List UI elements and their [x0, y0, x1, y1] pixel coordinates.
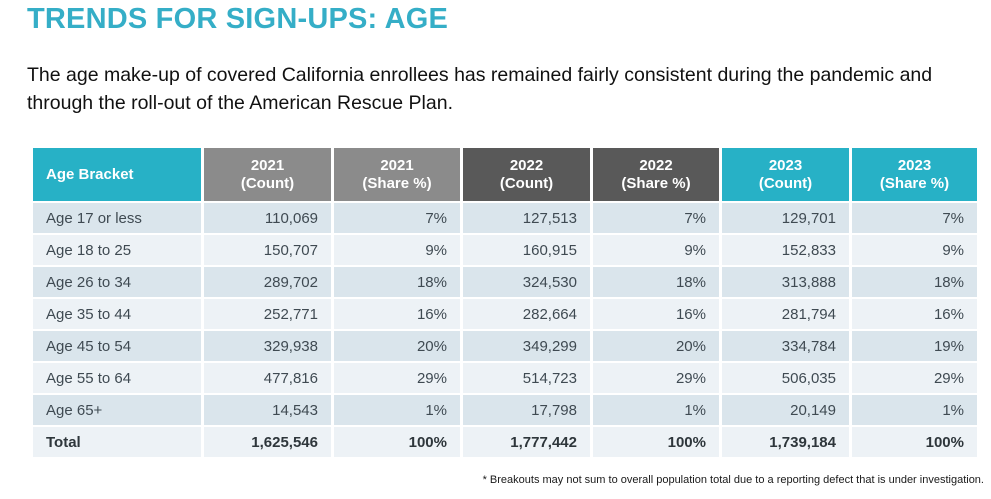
column-header-line: (Count) — [240, 174, 295, 192]
column-header-line: (Count) — [758, 174, 813, 192]
value-cell: 324,530 — [463, 267, 590, 297]
age-bracket-cell: Age 45 to 54 — [33, 331, 201, 361]
column-header: 2022 (Count) — [463, 148, 590, 201]
value-cell: 1,777,442 — [463, 427, 590, 457]
column-header-line: 2023 — [897, 156, 932, 174]
value-cell: 16% — [593, 299, 719, 329]
table-row: Age 17 or less 110,069 7% 127,513 7% 129,701 7… — [33, 203, 977, 233]
column-header-line: (Share %) — [362, 174, 432, 192]
value-cell: 160,915 — [463, 235, 590, 265]
value-cell: 100% — [593, 427, 719, 457]
value-cell: 129,701 — [722, 203, 849, 233]
column-header: 2023 (Count) — [722, 148, 849, 201]
table-row: Age 26 to 34 289,702 18% 324,530 18% 313,888 1… — [33, 267, 977, 297]
value-cell: 7% — [852, 203, 977, 233]
footnote: * Breakouts may not sum to overall popul… — [482, 474, 984, 486]
column-header-line: (Count) — [499, 174, 554, 192]
value-cell: 20% — [334, 331, 460, 361]
column-header-line: 2022 — [509, 156, 544, 174]
value-cell: 16% — [334, 299, 460, 329]
age-trends-table: Age Bracket 2021 (Count) 2021 (Share %) 2022(… — [30, 146, 980, 459]
column-header-line: (Share %) — [879, 174, 950, 192]
column-header-line: 2021 — [250, 156, 285, 174]
column-header-line: 2023 — [768, 156, 803, 174]
value-cell: 29% — [334, 363, 460, 393]
value-cell: 281,794 — [722, 299, 849, 329]
value-cell: 14,543 — [204, 395, 331, 425]
value-cell: 17,798 — [463, 395, 590, 425]
value-cell: 20% — [593, 331, 719, 361]
column-header: 2022 (Share %) — [593, 148, 719, 201]
column-header-line: Age Bracket — [46, 165, 134, 183]
column-header: Age Bracket — [33, 148, 201, 201]
age-bracket-cell: Total — [33, 427, 201, 457]
column-header-line: 2022 — [639, 156, 673, 174]
value-cell: 19% — [852, 331, 977, 361]
value-cell: 252,771 — [204, 299, 331, 329]
column-header: 2021 (Share %) — [334, 148, 460, 201]
table-row: Age 55 to 64 477,816 29% 514,723 29% 506,035 2… — [33, 363, 977, 393]
value-cell: 29% — [593, 363, 719, 393]
column-header: 2021 (Count) — [204, 148, 331, 201]
value-cell: 1,625,546 — [204, 427, 331, 457]
value-cell: 514,723 — [463, 363, 590, 393]
value-cell: 506,035 — [722, 363, 849, 393]
age-bracket-cell: Age 55 to 64 — [33, 363, 201, 393]
value-cell: 18% — [334, 267, 460, 297]
value-cell: 100% — [852, 427, 977, 457]
value-cell: 110,069 — [204, 203, 331, 233]
value-cell: 1% — [852, 395, 977, 425]
age-bracket-cell: Age 26 to 34 — [33, 267, 201, 297]
value-cell: 1% — [334, 395, 460, 425]
header-row: Age Bracket 2021 (Count) 2021 (Share %) 2022(… — [33, 148, 977, 201]
value-cell: 477,816 — [204, 363, 331, 393]
value-cell: 7% — [334, 203, 460, 233]
total-row: Total 1,625,546 100% 1,777,442 100% 1,739,184… — [33, 427, 977, 457]
subtitle-line-2: pandemic and through the roll-out of the… — [27, 64, 933, 114]
value-cell: 289,702 — [204, 267, 331, 297]
value-cell: 127,513 — [463, 203, 590, 233]
value-cell: 9% — [593, 235, 719, 265]
age-bracket-cell: Age 35 to 44 — [33, 299, 201, 329]
table-row: Age 65+ 14,543 1% 17,798 1% 20,149 1% — [33, 395, 977, 425]
value-cell: 16% — [852, 299, 977, 329]
value-cell: 18% — [593, 267, 719, 297]
value-cell: 20,149 — [722, 395, 849, 425]
table-row: Age 45 to 54 329,938 20% 349,299 20% 334,784 1… — [33, 331, 977, 361]
value-cell: 334,784 — [722, 331, 849, 361]
value-cell: 100% — [334, 427, 460, 457]
subtitle-line-1: The age make-up of covered California en… — [27, 64, 805, 86]
column-header-line: (Share %) — [621, 174, 691, 192]
page-title: TRENDS FOR SIGN-UPS: AGE — [27, 3, 449, 35]
value-cell: 1% — [593, 395, 719, 425]
value-cell: 7% — [593, 203, 719, 233]
value-cell: 152,833 — [722, 235, 849, 265]
table-row: Age 35 to 44 252,771 16% 282,664 16% 281,794 1… — [33, 299, 977, 329]
value-cell: 349,299 — [463, 331, 590, 361]
table-header: Age Bracket 2021 (Count) 2021 (Share %) 2022(… — [33, 148, 977, 201]
table-body: Age 17 or less 110,069 7% 127,513 7% 129,701 7… — [33, 203, 977, 457]
table-row: Age 18 to 25 150,707 9% 160,915 9% 152,833 9% — [33, 235, 977, 265]
column-header: 2023 (Share %) — [852, 148, 977, 201]
age-bracket-cell: Age 18 to 25 — [33, 235, 201, 265]
column-header-line: 2021 — [380, 156, 414, 174]
value-cell: 150,707 — [204, 235, 331, 265]
value-cell: 313,888 — [722, 267, 849, 297]
value-cell: 329,938 — [204, 331, 331, 361]
age-bracket-cell: Age 17 or less — [33, 203, 201, 233]
value-cell: 18% — [852, 267, 977, 297]
value-cell: 1,739,184 — [722, 427, 849, 457]
subtitle: The age make-up of covered California en… — [27, 61, 977, 117]
value-cell: 9% — [334, 235, 460, 265]
value-cell: 29% — [852, 363, 977, 393]
age-bracket-cell: Age 65+ — [33, 395, 201, 425]
value-cell: 9% — [852, 235, 977, 265]
value-cell: 282,664 — [463, 299, 590, 329]
